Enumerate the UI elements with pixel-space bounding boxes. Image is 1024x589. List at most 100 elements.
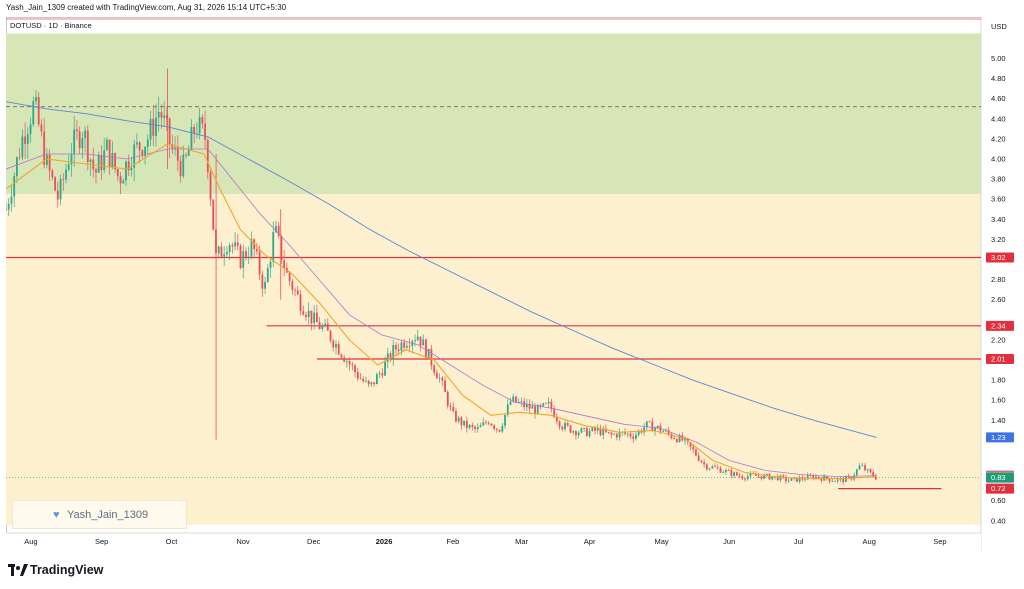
candle-body — [836, 479, 839, 482]
price-tag-2-01 — [986, 353, 1014, 364]
x-tick-label: May — [654, 537, 668, 546]
y-tick-label: 4.00 — [991, 155, 1006, 164]
symbol-label[interactable]: DOTUSD · 1D · Binance — [10, 21, 92, 30]
watermark-text: Yash_Jain_1309 — [67, 509, 149, 521]
candle-body — [427, 348, 430, 358]
candle-body — [176, 147, 179, 161]
candle-body — [86, 130, 89, 162]
candle-body — [452, 406, 455, 412]
price-axis[interactable] — [981, 17, 1016, 551]
candle-body — [315, 312, 318, 323]
candle-body — [152, 118, 155, 136]
x-tick-label: Apr — [584, 537, 596, 546]
candle-body — [247, 256, 250, 258]
candle-body — [255, 248, 258, 252]
candle-body — [296, 290, 299, 295]
candle-body — [46, 154, 48, 165]
candle-body — [78, 131, 81, 149]
candle-body — [853, 475, 855, 480]
candle-body — [741, 476, 744, 479]
price-tag-label: 2.01 — [991, 355, 1006, 364]
candle-body — [231, 245, 234, 247]
tradingview-logo-icon — [8, 564, 28, 576]
candle-body — [831, 481, 834, 482]
candle-body — [558, 421, 561, 427]
price-tag-label: 0.72 — [991, 484, 1006, 493]
candle-body — [40, 124, 43, 132]
candle-body — [490, 423, 493, 426]
candle-body — [135, 142, 138, 145]
candle-body — [763, 474, 766, 479]
candle-body — [594, 427, 596, 431]
candle-body — [776, 476, 779, 481]
y-tick-label: 3.20 — [991, 235, 1006, 244]
price-tag-label: 0.83 — [991, 473, 1006, 482]
candle-body — [626, 433, 629, 435]
candle-body — [585, 427, 588, 437]
y-tick-label: 0.40 — [991, 516, 1006, 525]
candle-body — [564, 423, 566, 430]
candle-body — [433, 365, 436, 373]
candle-body — [313, 312, 316, 324]
candle-body — [455, 411, 457, 422]
y-tick-label: 3.80 — [991, 175, 1006, 184]
candle-body — [332, 340, 335, 348]
candle-body — [54, 177, 56, 191]
candle-body — [389, 353, 392, 360]
candle-body — [32, 101, 35, 125]
y-tick-label: 4.80 — [991, 74, 1006, 83]
candle-body — [845, 476, 847, 483]
candle-body — [149, 118, 152, 140]
y-tick-label: 5.00 — [991, 54, 1006, 63]
candle-body — [534, 406, 536, 414]
candle-body — [261, 274, 264, 289]
candle-body — [678, 435, 681, 443]
candle-body — [105, 139, 108, 151]
y-tick-label: 2.80 — [991, 275, 1006, 284]
candle-body — [416, 336, 419, 341]
candle-body — [635, 434, 637, 439]
candle-body — [35, 97, 37, 102]
y-tick-label: 2.20 — [991, 335, 1006, 344]
candle-body — [13, 176, 16, 197]
candle-body — [179, 160, 182, 177]
candle-body — [236, 242, 239, 246]
candle-body — [457, 417, 460, 422]
price-tag-3-02 — [986, 252, 1014, 263]
candle-body — [733, 472, 736, 476]
candle-body — [460, 417, 463, 426]
candle-body — [596, 427, 599, 431]
candle-body — [228, 245, 231, 253]
x-tick-label: Aug — [863, 537, 876, 546]
candle-body — [708, 468, 711, 470]
candle-body — [855, 469, 858, 476]
candle-body — [7, 203, 10, 210]
candle-body — [771, 477, 774, 480]
price-chart[interactable]: 0.400.601.401.601.802.002.202.602.803.20… — [6, 17, 1016, 551]
candle-body — [18, 157, 21, 159]
candle-body — [482, 422, 485, 426]
candle-body — [318, 322, 321, 330]
candle-body — [509, 401, 512, 405]
candle-body — [869, 469, 872, 473]
candle-body — [365, 380, 367, 382]
candle-body — [100, 155, 103, 171]
price-tag-label: 3.02 — [991, 253, 1006, 262]
time-axis[interactable] — [6, 533, 981, 551]
candle-body — [545, 403, 547, 405]
candle-body — [146, 139, 149, 147]
candle-body — [520, 401, 523, 403]
candle-body — [539, 404, 542, 406]
chart-header: Yash_Jain_1309 created with TradingView.… — [6, 3, 287, 12]
candle-body — [73, 129, 76, 155]
candle-body — [133, 144, 136, 168]
candle-body — [168, 118, 171, 145]
candle-body — [157, 112, 160, 118]
candle-body — [744, 478, 746, 480]
candle-body — [116, 169, 119, 177]
y-tick-label: 3.40 — [991, 215, 1006, 224]
candle-body — [277, 225, 280, 236]
candle-body — [356, 372, 359, 379]
candle-body — [735, 472, 738, 476]
candle-body — [746, 476, 749, 480]
